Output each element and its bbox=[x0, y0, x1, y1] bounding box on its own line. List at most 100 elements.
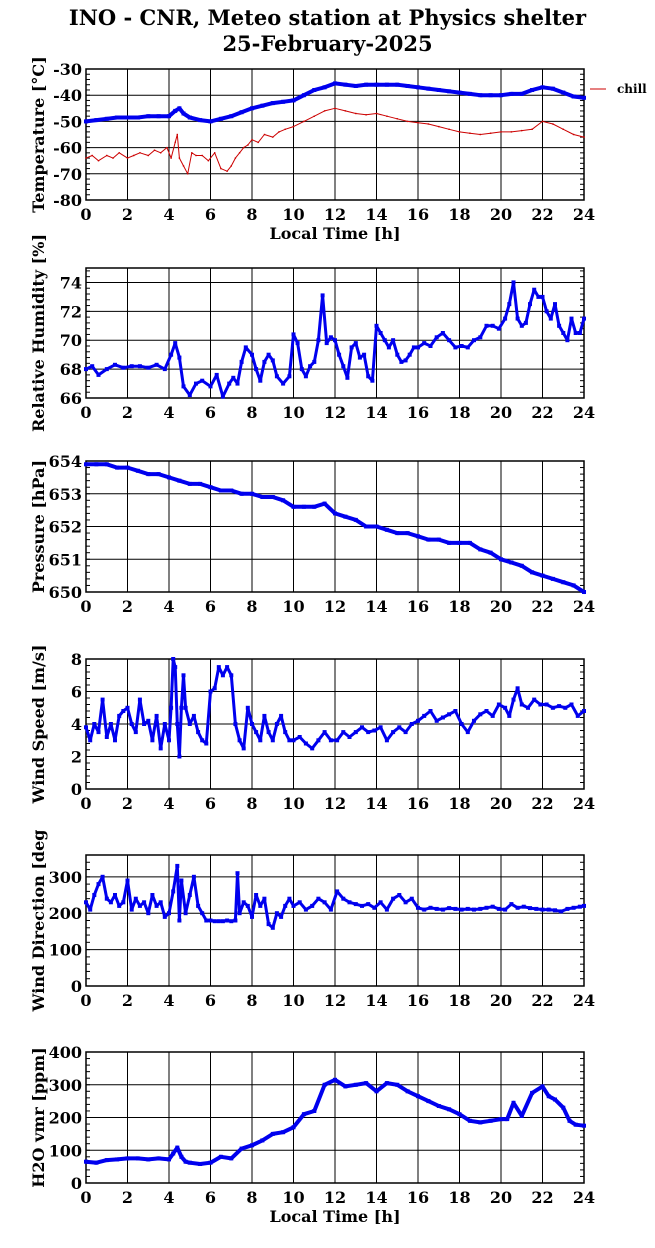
data-point bbox=[416, 534, 420, 539]
data-point bbox=[540, 1084, 545, 1089]
data-point bbox=[121, 709, 126, 713]
data-point bbox=[428, 709, 433, 713]
data-point bbox=[115, 115, 120, 120]
plot-frame bbox=[85, 854, 585, 987]
plot-frame bbox=[85, 68, 585, 201]
y-tick-label: 6 bbox=[71, 683, 82, 702]
data-point bbox=[507, 302, 512, 307]
data-point bbox=[170, 157, 172, 159]
data-point bbox=[113, 738, 117, 743]
data-point bbox=[84, 1159, 88, 1164]
data-point bbox=[344, 110, 347, 112]
data-point bbox=[257, 141, 259, 144]
data-point bbox=[270, 738, 275, 743]
x-tick-label: 20 bbox=[490, 205, 512, 224]
x-tick-label: 16 bbox=[407, 991, 429, 1010]
data-point bbox=[196, 903, 201, 908]
data-point bbox=[436, 88, 441, 92]
data-point bbox=[167, 475, 171, 480]
data-point bbox=[281, 381, 286, 386]
data-point bbox=[310, 746, 315, 751]
data-point bbox=[218, 116, 223, 121]
data-point bbox=[160, 152, 162, 154]
y-tick-label: 4 bbox=[71, 715, 82, 734]
data-point bbox=[121, 900, 126, 905]
data-point bbox=[322, 501, 327, 506]
data-point bbox=[405, 1089, 410, 1094]
data-point bbox=[312, 359, 317, 364]
data-point bbox=[335, 889, 340, 894]
x-axis-label: Local Time [h] bbox=[269, 1207, 400, 1226]
data-point bbox=[254, 893, 259, 897]
data-point bbox=[241, 746, 246, 751]
data-point bbox=[440, 907, 445, 912]
data-point bbox=[198, 118, 203, 123]
x-tick-label: 12 bbox=[324, 403, 346, 422]
data-point bbox=[384, 82, 389, 87]
data-point bbox=[530, 570, 535, 575]
y-tick-label: 300 bbox=[49, 1076, 82, 1095]
data-point bbox=[106, 154, 108, 157]
x-tick-label: 18 bbox=[448, 205, 470, 224]
data-point bbox=[484, 323, 489, 328]
plot-frame bbox=[85, 658, 585, 790]
y-tick-label: 300 bbox=[49, 868, 82, 887]
data-point bbox=[472, 338, 476, 343]
data-point bbox=[133, 154, 135, 157]
x-axis-label: Local Time [h] bbox=[269, 224, 400, 243]
data-point bbox=[104, 896, 109, 901]
y-tick-label: 400 bbox=[49, 1043, 82, 1062]
y-tick-label: -30 bbox=[53, 60, 82, 79]
data-point bbox=[279, 713, 284, 718]
y-tick-label: 654 bbox=[49, 452, 82, 471]
data-point bbox=[569, 702, 574, 707]
data-point bbox=[204, 918, 209, 923]
data-point bbox=[94, 462, 99, 467]
data-point bbox=[507, 713, 512, 718]
data-point bbox=[204, 741, 209, 746]
data-point bbox=[386, 345, 391, 350]
data-point bbox=[572, 133, 575, 136]
data-point bbox=[337, 352, 342, 357]
data-point bbox=[341, 730, 346, 735]
y-tick-label: 100 bbox=[49, 941, 82, 960]
data-point bbox=[187, 393, 192, 398]
data-point bbox=[283, 730, 288, 735]
data-point bbox=[550, 86, 555, 91]
chart-panel-1: -80-70-60-50-40-300 2 4 6 8 10 12 14 16 18 20 22 24L… bbox=[29, 56, 647, 243]
data-point bbox=[453, 906, 458, 911]
data-point bbox=[546, 907, 551, 912]
data-point bbox=[399, 359, 404, 364]
data-point bbox=[328, 907, 333, 912]
data-point bbox=[183, 911, 188, 916]
data-point bbox=[96, 372, 101, 377]
data-point bbox=[303, 741, 308, 746]
data-point bbox=[279, 914, 284, 919]
data-point bbox=[231, 375, 236, 380]
data-point bbox=[544, 702, 549, 707]
data-point bbox=[108, 900, 113, 905]
data-point bbox=[230, 165, 232, 167]
data-point bbox=[129, 722, 134, 726]
data-point bbox=[94, 1160, 99, 1165]
y-tick-label: 0 bbox=[71, 977, 82, 996]
data-point bbox=[364, 1081, 369, 1086]
data-point bbox=[295, 341, 300, 346]
data-point bbox=[540, 907, 545, 912]
data-point bbox=[467, 91, 472, 96]
data-point bbox=[553, 1097, 557, 1102]
data-point bbox=[540, 573, 545, 578]
data-point bbox=[216, 919, 221, 924]
y-tick-label: 653 bbox=[49, 485, 82, 504]
data-point bbox=[200, 378, 205, 383]
data-point bbox=[154, 362, 159, 367]
data-point bbox=[234, 157, 237, 159]
x-tick-label: 22 bbox=[531, 794, 553, 813]
data-point bbox=[459, 722, 464, 726]
data-point bbox=[233, 722, 238, 726]
data-point bbox=[459, 344, 464, 348]
data-point bbox=[254, 730, 259, 735]
data-point bbox=[561, 331, 566, 335]
